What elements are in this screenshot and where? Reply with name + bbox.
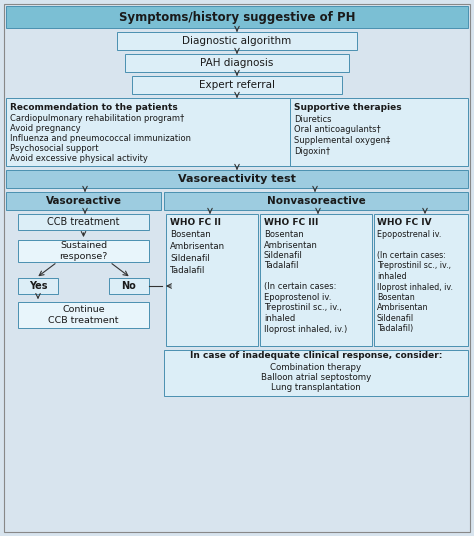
Text: WHO FC IV: WHO FC IV — [377, 218, 432, 227]
Text: PAH diagnosis: PAH diagnosis — [201, 58, 273, 68]
Text: Sustained
response?: Sustained response? — [59, 241, 108, 260]
FancyBboxPatch shape — [18, 240, 149, 262]
Text: Sildenafil: Sildenafil — [170, 254, 210, 263]
Text: Diagnostic algorithm: Diagnostic algorithm — [182, 36, 292, 46]
Text: Sildenafil: Sildenafil — [377, 314, 414, 323]
Text: Treprostinil sc., iv.,: Treprostinil sc., iv., — [377, 262, 451, 271]
Text: Iloprost inhaled, iv.: Iloprost inhaled, iv. — [377, 282, 453, 292]
Text: Tadalafil): Tadalafil) — [377, 324, 413, 333]
Text: Supportive therapies: Supportive therapies — [294, 103, 401, 112]
Text: Sildenafil: Sildenafil — [264, 251, 303, 260]
Text: Oral anticoagulants†: Oral anticoagulants† — [294, 125, 381, 135]
Text: Ambrisentan: Ambrisentan — [377, 303, 428, 312]
FancyBboxPatch shape — [18, 302, 149, 328]
Text: Lung transplantation: Lung transplantation — [271, 383, 361, 391]
FancyBboxPatch shape — [374, 214, 468, 346]
Text: Bosentan: Bosentan — [264, 230, 304, 239]
Text: CCB treatment: CCB treatment — [47, 217, 120, 227]
Text: Nonvasoreactive: Nonvasoreactive — [266, 196, 365, 206]
Text: Cardiopulmonary rehabilitation program†: Cardiopulmonary rehabilitation program† — [10, 114, 184, 123]
Text: Avoid pregnancy: Avoid pregnancy — [10, 124, 81, 133]
Text: Epopostrenal iv.: Epopostrenal iv. — [377, 230, 441, 239]
FancyBboxPatch shape — [6, 6, 468, 28]
FancyBboxPatch shape — [109, 278, 149, 294]
FancyBboxPatch shape — [290, 98, 468, 166]
Text: Treprostinil sc., iv.,: Treprostinil sc., iv., — [264, 303, 342, 312]
FancyBboxPatch shape — [117, 32, 357, 50]
FancyBboxPatch shape — [125, 54, 349, 72]
FancyBboxPatch shape — [18, 214, 149, 230]
Text: Combination therapy: Combination therapy — [271, 362, 362, 371]
Text: Symptoms/history suggestive of PH: Symptoms/history suggestive of PH — [119, 11, 355, 24]
Text: inhaled: inhaled — [264, 314, 295, 323]
Text: Recommendation to the patients: Recommendation to the patients — [10, 103, 178, 112]
Text: In case of inadequate clinical response, consider:: In case of inadequate clinical response,… — [190, 352, 442, 361]
FancyBboxPatch shape — [6, 192, 161, 210]
Text: Vasoreactivity test: Vasoreactivity test — [178, 174, 296, 184]
Text: Continue
CCB treatment: Continue CCB treatment — [48, 306, 119, 325]
Text: Avoid excessive physical activity: Avoid excessive physical activity — [10, 154, 148, 163]
Text: Tadalafil: Tadalafil — [170, 266, 205, 275]
Text: Diuretics: Diuretics — [294, 115, 331, 124]
Text: Tadalafil: Tadalafil — [264, 262, 299, 271]
Text: Bosentan: Bosentan — [377, 293, 415, 302]
Text: Yes: Yes — [29, 281, 47, 291]
Text: Psychosocial support: Psychosocial support — [10, 144, 99, 153]
FancyBboxPatch shape — [164, 192, 468, 210]
Text: Balloon atrial septostomy: Balloon atrial septostomy — [261, 373, 371, 382]
Text: Influenza and pneumococcal immunization: Influenza and pneumococcal immunization — [10, 134, 191, 143]
Text: Vasoreactive: Vasoreactive — [46, 196, 121, 206]
FancyBboxPatch shape — [132, 76, 342, 94]
FancyBboxPatch shape — [166, 214, 258, 346]
Text: Ambrisentan: Ambrisentan — [264, 241, 318, 249]
FancyBboxPatch shape — [164, 350, 468, 396]
FancyBboxPatch shape — [260, 214, 372, 346]
FancyBboxPatch shape — [18, 278, 58, 294]
Text: Epoprostenol iv.: Epoprostenol iv. — [264, 293, 331, 302]
Text: Digoxin†: Digoxin† — [294, 146, 330, 155]
Text: Expert referral: Expert referral — [199, 80, 275, 90]
FancyBboxPatch shape — [6, 98, 290, 166]
Text: (In certain cases:: (In certain cases: — [264, 282, 337, 292]
FancyBboxPatch shape — [6, 170, 468, 188]
Text: Iloprost inhaled, iv.): Iloprost inhaled, iv.) — [264, 324, 347, 333]
Text: Bosentan: Bosentan — [170, 230, 211, 239]
Text: (In certain cases:: (In certain cases: — [377, 251, 446, 260]
Text: Ambrisentan: Ambrisentan — [170, 242, 225, 251]
Text: No: No — [122, 281, 137, 291]
Text: Supplemental oxygen‡: Supplemental oxygen‡ — [294, 136, 390, 145]
Text: inhaled: inhaled — [377, 272, 407, 281]
Text: WHO FC III: WHO FC III — [264, 218, 319, 227]
Text: WHO FC II: WHO FC II — [170, 218, 221, 227]
